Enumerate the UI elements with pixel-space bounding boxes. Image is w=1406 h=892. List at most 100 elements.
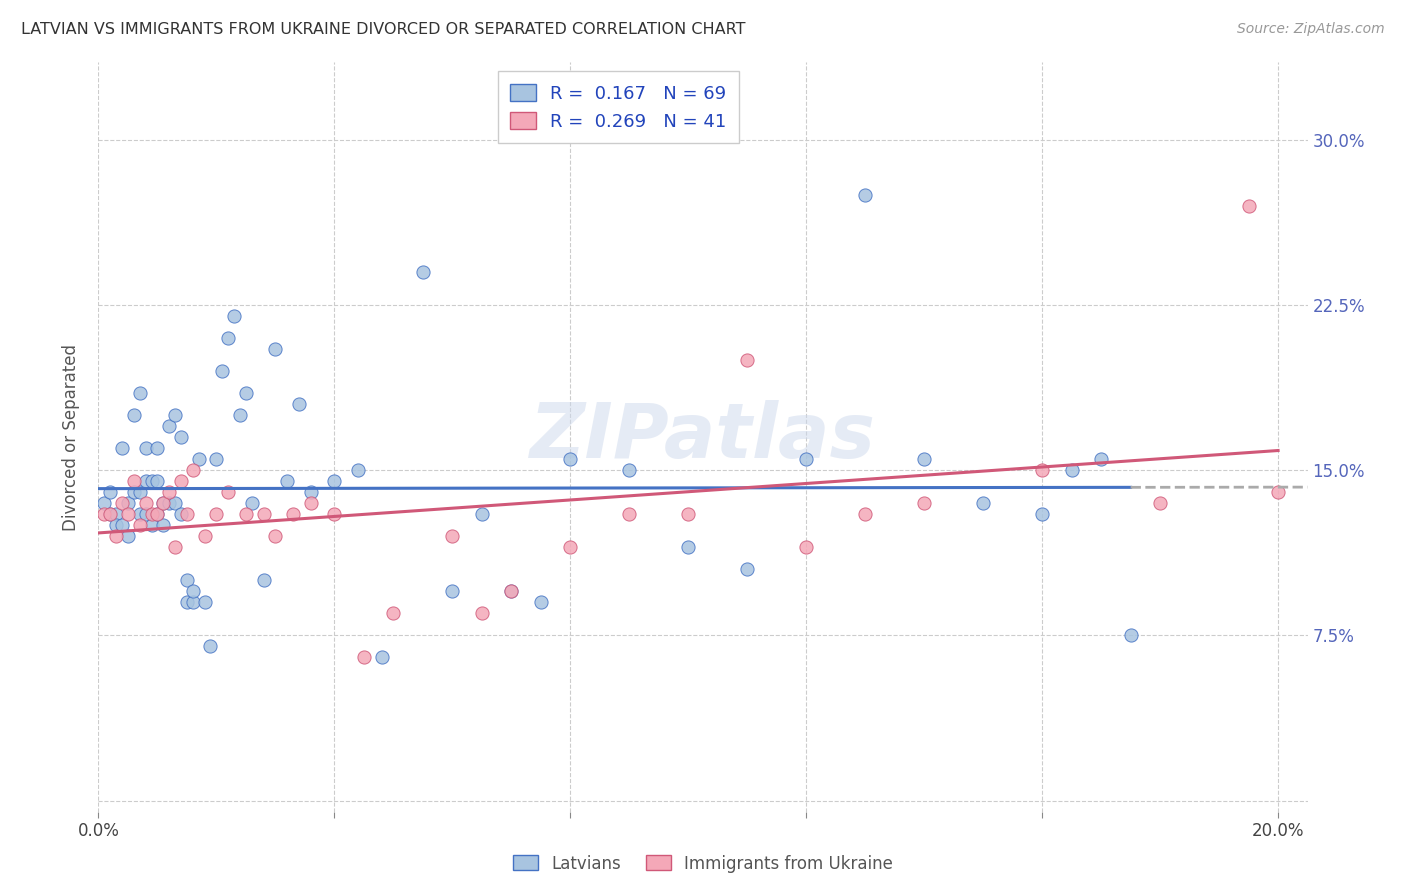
Point [135, 507, 157, 521]
Point [98, 485, 121, 500]
Point [912, 496, 935, 510]
Text: LATVIAN VS IMMIGRANTS FROM UKRAINE DIVORCED OR SEPARATED CORRELATION CHART: LATVIAN VS IMMIGRANTS FROM UKRAINE DIVOR… [21, 22, 745, 37]
Point [170, 507, 193, 521]
Text: Source: ZipAtlas.com: Source: ZipAtlas.com [1237, 22, 1385, 37]
Point [105, 529, 128, 543]
Point [619, 463, 641, 477]
Point [152, 518, 174, 533]
Point [735, 562, 758, 576]
Point [152, 496, 174, 510]
Point [157, 496, 180, 510]
Point [165, 496, 187, 510]
Point [141, 474, 163, 488]
Point [1267, 485, 1289, 500]
Point [264, 342, 287, 356]
Point [170, 474, 193, 488]
Point [217, 485, 239, 500]
Point [853, 187, 876, 202]
Point [441, 529, 464, 543]
Point [1090, 452, 1112, 467]
Point [194, 529, 217, 543]
Point [200, 640, 222, 654]
Point [111, 518, 134, 533]
Point [211, 364, 233, 378]
Point [264, 529, 287, 543]
Point [281, 507, 304, 521]
Point [1149, 496, 1171, 510]
Point [146, 474, 169, 488]
Point [347, 463, 370, 477]
Point [235, 386, 257, 401]
Point [323, 474, 346, 488]
Point [141, 507, 163, 521]
Point [441, 584, 464, 599]
Point [105, 518, 128, 533]
Point [135, 441, 157, 455]
Point [299, 496, 322, 510]
Point [117, 507, 139, 521]
Point [165, 541, 187, 555]
Point [1119, 628, 1142, 642]
Point [794, 452, 817, 467]
Point [252, 574, 274, 588]
Legend: Latvians, Immigrants from Ukraine: Latvians, Immigrants from Ukraine [506, 848, 900, 880]
Point [912, 452, 935, 467]
Point [98, 507, 121, 521]
Point [735, 353, 758, 368]
Point [146, 441, 169, 455]
Point [382, 607, 405, 621]
Point [471, 507, 494, 521]
Point [128, 507, 150, 521]
Point [240, 496, 263, 510]
Point [141, 518, 163, 533]
Point [323, 507, 346, 521]
Point [1031, 463, 1053, 477]
Text: ZIPatlas: ZIPatlas [530, 401, 876, 474]
Point [276, 474, 298, 488]
Point [619, 507, 641, 521]
Point [678, 507, 700, 521]
Point [229, 408, 252, 422]
Legend: R =  0.167   N = 69, R =  0.269   N = 41: R = 0.167 N = 69, R = 0.269 N = 41 [498, 71, 740, 144]
Point [972, 496, 994, 510]
Point [678, 541, 700, 555]
Point [235, 507, 257, 521]
Point [135, 474, 157, 488]
Point [157, 419, 180, 434]
Y-axis label: Divorced or Separated: Divorced or Separated [62, 343, 80, 531]
Point [288, 397, 311, 411]
Point [146, 507, 169, 521]
Point [146, 507, 169, 521]
Point [194, 595, 217, 609]
Point [252, 507, 274, 521]
Point [152, 496, 174, 510]
Point [205, 452, 228, 467]
Point [1031, 507, 1053, 521]
Point [98, 507, 121, 521]
Point [122, 408, 145, 422]
Point [128, 518, 150, 533]
Point [176, 507, 198, 521]
Point [128, 386, 150, 401]
Point [117, 529, 139, 543]
Point [560, 541, 582, 555]
Point [165, 408, 187, 422]
Point [122, 485, 145, 500]
Point [501, 584, 523, 599]
Point [181, 584, 204, 599]
Point [128, 485, 150, 500]
Point [370, 650, 392, 665]
Point [412, 265, 434, 279]
Point [181, 463, 204, 477]
Point [205, 507, 228, 521]
Point [170, 430, 193, 444]
Point [176, 574, 198, 588]
Point [853, 507, 876, 521]
Point [105, 507, 128, 521]
Point [222, 309, 245, 323]
Point [111, 496, 134, 510]
Point [122, 474, 145, 488]
Point [93, 507, 115, 521]
Point [111, 441, 134, 455]
Point [794, 541, 817, 555]
